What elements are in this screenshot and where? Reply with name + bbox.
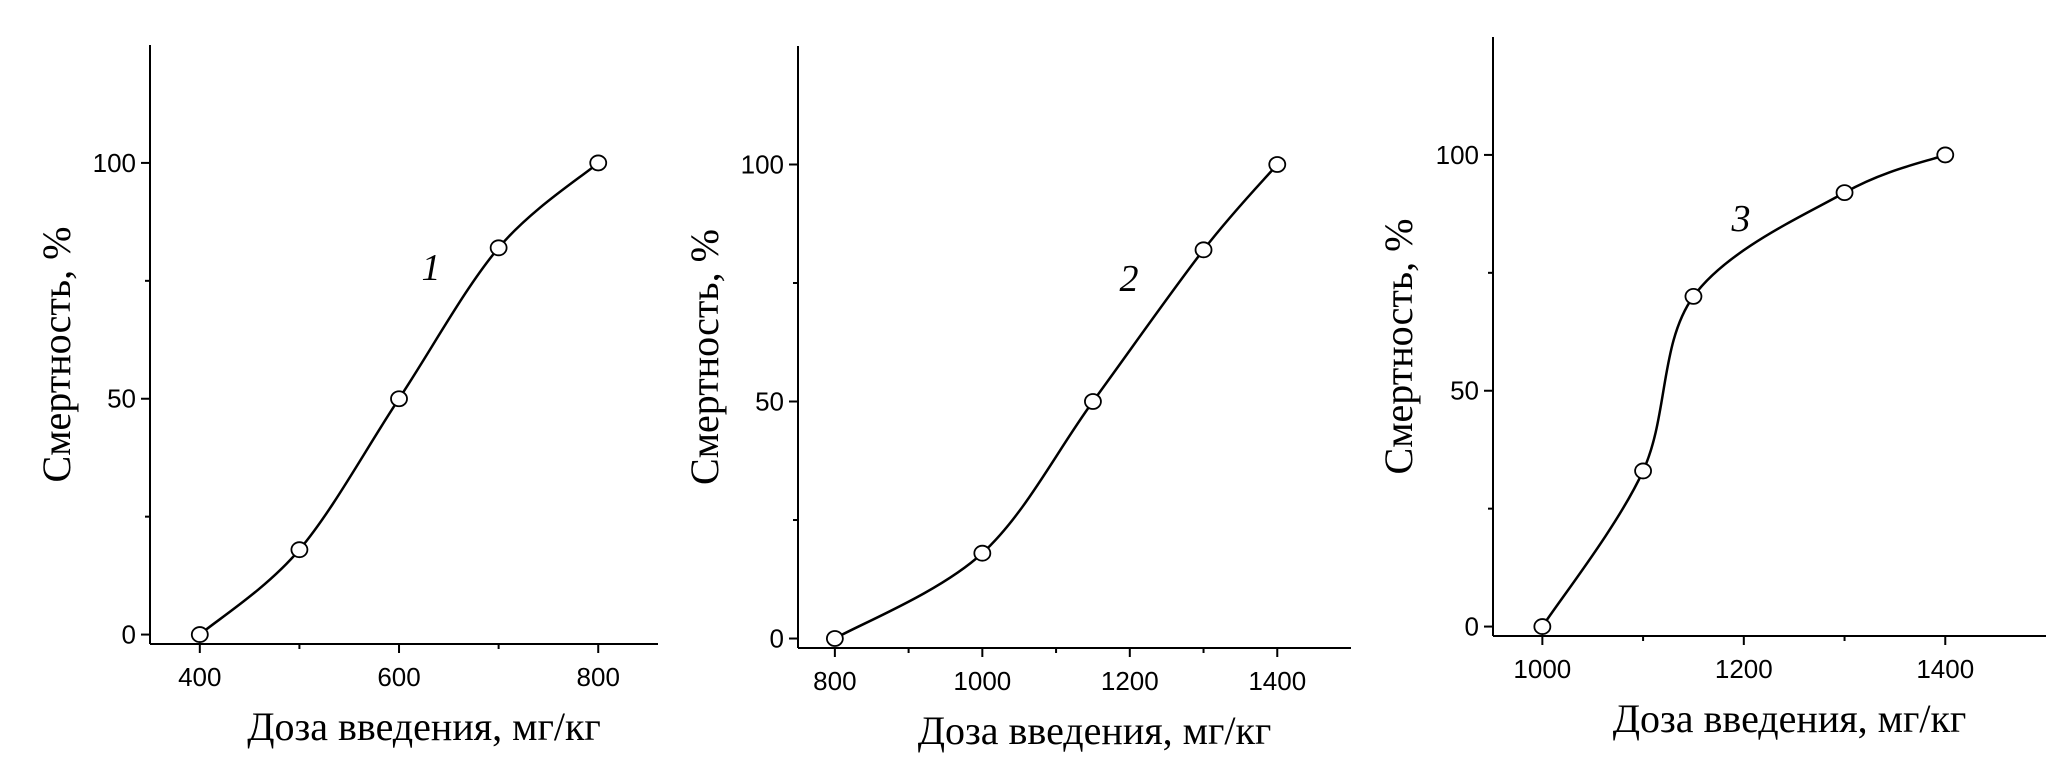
data-point: [973, 544, 992, 562]
y-tick-label: 100: [741, 150, 784, 180]
y-tick-label: 0: [1465, 612, 1479, 642]
y-tick-label: 0: [122, 620, 136, 650]
x-tick-label: 1400: [1248, 666, 1306, 696]
x-axis-title: Доза введения, мг/кг: [247, 704, 601, 749]
series-curve-2: [834, 163, 1279, 640]
x-axis-title: Доза введения, мг/кг: [918, 708, 1272, 753]
data-point: [1634, 462, 1652, 480]
data-point: [390, 390, 408, 408]
data-point: [489, 239, 508, 257]
y-axis-title: Смертность, %: [34, 227, 79, 483]
y-tick-label: 50: [107, 384, 136, 414]
x-tick-label: 1000: [1513, 654, 1571, 684]
data-point: [190, 626, 209, 643]
curve-label: 1: [422, 247, 441, 289]
curve-label: 2: [1120, 258, 1139, 300]
y-axis-title: Смертность, %: [682, 229, 727, 485]
x-tick-label: 1400: [1916, 654, 1974, 684]
data-point: [589, 154, 608, 172]
y-tick-label: 0: [770, 624, 784, 654]
chart-panel-3: 0 50 100 1000 1200 1400 Доза введения, мг/кг См…: [1376, 37, 2046, 741]
x-tick-label: 800: [813, 666, 856, 696]
data-point: [1936, 146, 1955, 164]
x-tick-label: 400: [178, 662, 221, 692]
curve-label: 3: [1731, 198, 1751, 240]
y-axis-title: Смертность, %: [1376, 219, 1421, 475]
y-tick-label: 50: [755, 387, 784, 417]
data-point: [290, 541, 309, 559]
x-tick-label: 1200: [1101, 666, 1159, 696]
x-axis-title: Доза введения, мг/кг: [1613, 696, 1967, 741]
chart-panel-2: 0 50 100 800 1000 1200 1400 Доза введения, мг/к…: [682, 46, 1351, 753]
data-point: [1194, 241, 1213, 259]
data-point: [1835, 184, 1854, 202]
x-tick-label: 1200: [1715, 654, 1773, 684]
data-point: [825, 630, 844, 647]
x-tick-label: 800: [577, 662, 620, 692]
data-point: [1268, 156, 1287, 173]
data-point: [1084, 393, 1102, 410]
y-tick-label: 50: [1450, 376, 1479, 406]
x-tick-label: 1000: [953, 666, 1011, 696]
data-point: [1684, 288, 1703, 305]
y-tick-label: 100: [1436, 140, 1479, 170]
data-point: [1533, 618, 1552, 635]
y-tick-label: 100: [93, 148, 136, 178]
x-tick-label: 600: [377, 662, 420, 692]
chart-panel-1: 0 50 100 400 600 800 Доза введения, мг/кг Смерт…: [34, 45, 658, 749]
